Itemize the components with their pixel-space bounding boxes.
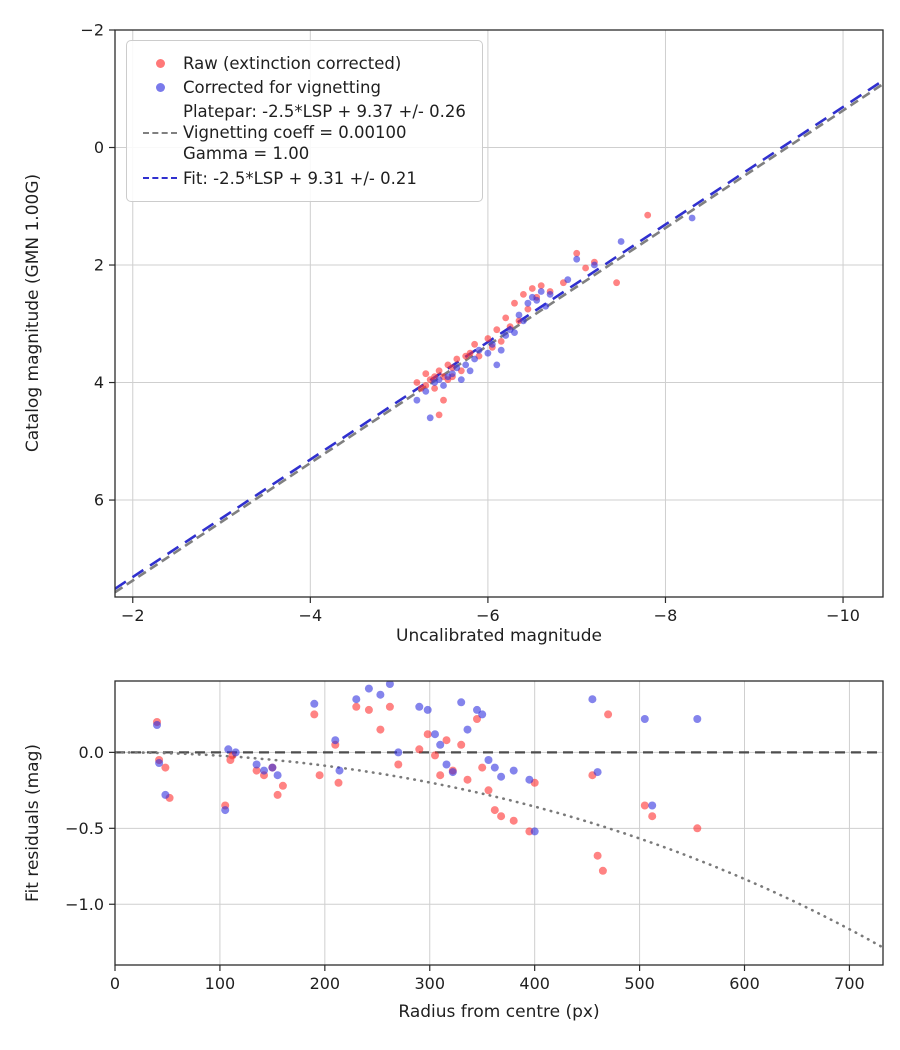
legend-label: Corrected for vignetting <box>183 78 381 98</box>
series-vignetting <box>153 681 702 836</box>
svg-text:−2: −2 <box>80 21 104 40</box>
legend: Raw (extinction corrected) Corrected for… <box>126 40 483 202</box>
svg-text:500: 500 <box>624 974 655 993</box>
svg-text:200: 200 <box>310 974 341 993</box>
ticks-1: 0 100 200 300 400 500 600 700 0.0 −0.5 −1.0 <box>65 743 865 993</box>
svg-text:0: 0 <box>110 974 120 993</box>
svg-text:2: 2 <box>94 256 104 275</box>
legend-label: Platepar: -2.5*LSP + 9.37 +/- 0.26 Vigne… <box>183 102 466 164</box>
svg-text:0.0: 0.0 <box>79 743 104 762</box>
reference-lines-1 <box>115 751 883 949</box>
series-raw <box>153 702 702 875</box>
svg-text:300: 300 <box>414 974 445 993</box>
svg-text:−4: −4 <box>299 606 323 625</box>
legend-label: Fit: -2.5*LSP + 9.31 +/- 0.21 <box>183 168 417 188</box>
svg-text:600: 600 <box>729 974 760 993</box>
legend-label: Raw (extinction corrected) <box>183 54 402 73</box>
bottom-y-axis-label: Fit residuals (mag) <box>23 744 43 902</box>
svg-text:−8: −8 <box>654 606 678 625</box>
svg-text:700: 700 <box>834 974 865 993</box>
svg-text:400: 400 <box>519 974 550 993</box>
svg-text:0: 0 <box>94 138 104 157</box>
svg-text:−6: −6 <box>476 606 500 625</box>
scatter-series-1 <box>153 681 702 875</box>
grid-1 <box>114 681 883 965</box>
reference-lines-0 <box>115 79 883 594</box>
svg-text:−2: −2 <box>121 606 145 625</box>
legend-item-fit: Fit: -2.5*LSP + 9.31 +/- 0.21 <box>137 168 466 189</box>
platepar-line-icon <box>143 131 177 134</box>
scatter-series-0 <box>413 211 696 422</box>
top-y-axis-label: Catalog magnitude (GMN 1.00G) <box>23 173 43 453</box>
ticks-0: −2 −4 −6 −8 −10 −2 0 2 4 6 <box>80 21 860 626</box>
svg-text:6: 6 <box>94 491 104 510</box>
series-raw <box>413 211 652 419</box>
top-x-axis-label: Uncalibrated magnitude <box>396 626 602 646</box>
series-vignetting <box>413 214 696 422</box>
legend-item-raw: Raw (extinction corrected) <box>137 53 466 74</box>
legend-item-vignetting: Corrected for vignetting <box>137 77 466 98</box>
bottom-x-axis-label: Radius from centre (px) <box>398 1002 600 1022</box>
legend-item-platepar: Platepar: -2.5*LSP + 9.37 +/- 0.26 Vigne… <box>137 101 466 164</box>
vignetting-marker-icon <box>155 83 165 93</box>
fit-line-icon <box>143 177 177 180</box>
svg-text:100: 100 <box>205 974 236 993</box>
svg-text:−0.5: −0.5 <box>65 819 104 838</box>
svg-text:−1.0: −1.0 <box>65 895 104 914</box>
svg-text:4: 4 <box>94 373 104 392</box>
raw-marker-icon <box>155 59 165 69</box>
svg-text:−10: −10 <box>826 606 860 625</box>
